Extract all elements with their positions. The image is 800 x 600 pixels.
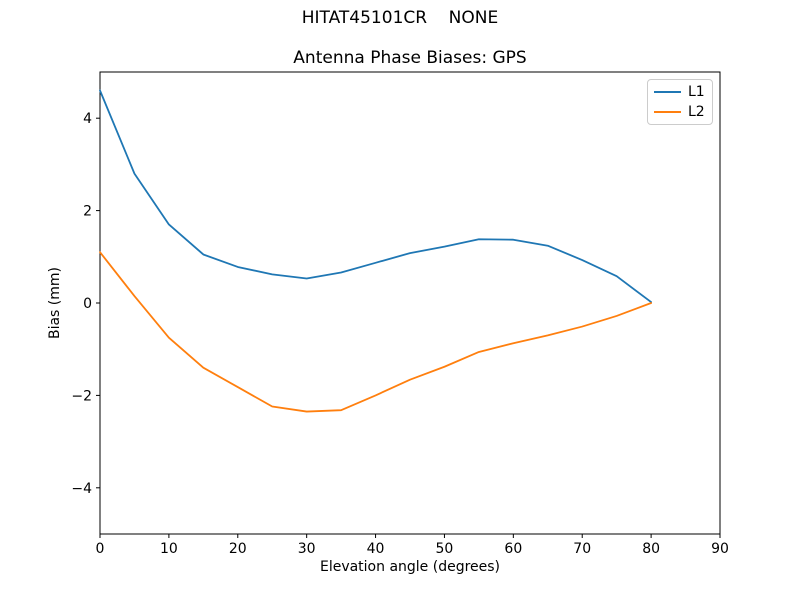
legend-label-l1: L1 bbox=[688, 84, 705, 100]
y-tick-label: 2 bbox=[83, 204, 92, 220]
figure-suptitle: HITAT45101CR NONE bbox=[301, 8, 499, 28]
x-tick-label: 90 bbox=[711, 541, 729, 557]
chart-title: Antenna Phase Biases: GPS bbox=[293, 48, 527, 68]
axes-frame bbox=[99, 71, 721, 535]
series-line-l1 bbox=[99, 89, 653, 303]
legend-item-l2: L2 bbox=[654, 105, 706, 119]
x-tick-label: 80 bbox=[642, 541, 660, 557]
x-tick-label: 20 bbox=[229, 541, 247, 557]
x-tick-label: 40 bbox=[367, 541, 385, 557]
y-tick-label: 4 bbox=[83, 111, 92, 127]
x-tick-label: 0 bbox=[96, 541, 105, 557]
legend-line-sample-l1 bbox=[654, 91, 681, 93]
legend: L1 L2 bbox=[647, 79, 713, 125]
y-axis-label: Bias (mm) bbox=[47, 266, 63, 340]
y-tick-label: 0 bbox=[83, 296, 92, 312]
legend-label-l2: L2 bbox=[688, 104, 705, 120]
legend-item-l1: L1 bbox=[654, 85, 706, 99]
y-tick-label: −4 bbox=[71, 481, 92, 497]
x-tick-label: 10 bbox=[160, 541, 178, 557]
y-tick-label: −2 bbox=[71, 388, 92, 404]
series-line-l2 bbox=[99, 251, 653, 413]
x-tick-label: 60 bbox=[504, 541, 522, 557]
x-tick-label: 30 bbox=[298, 541, 316, 557]
x-tick-label: 70 bbox=[573, 541, 591, 557]
x-axis-label: Elevation angle (degrees) bbox=[319, 559, 501, 575]
legend-line-sample-l2 bbox=[654, 111, 681, 113]
x-tick-label: 50 bbox=[436, 541, 454, 557]
